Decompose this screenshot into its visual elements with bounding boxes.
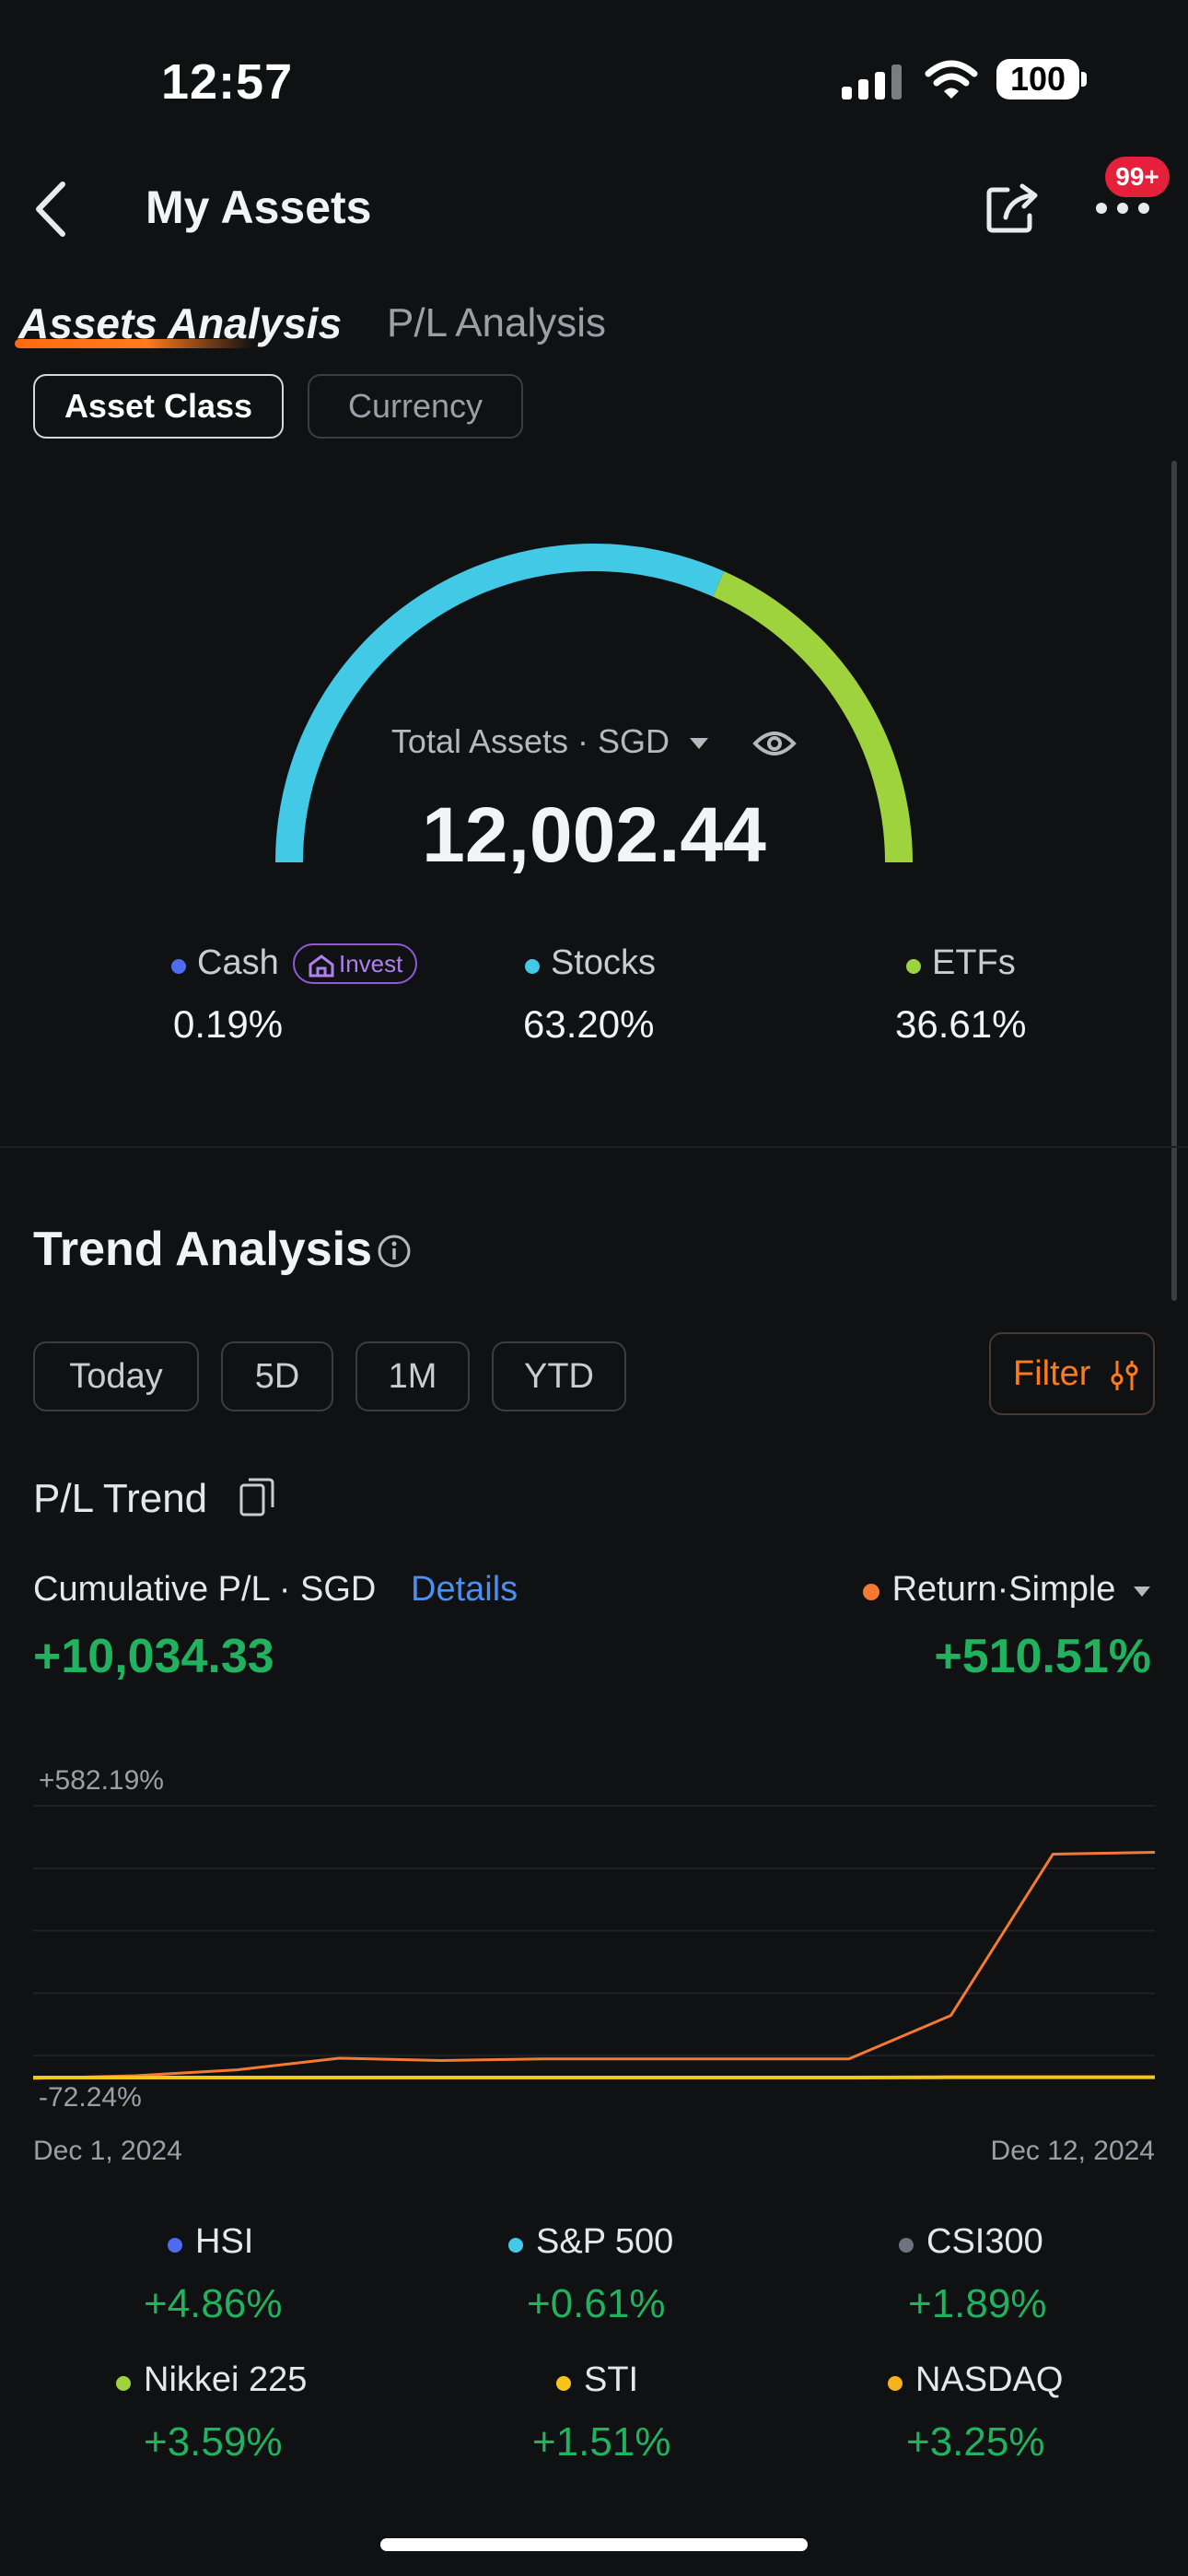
battery-tip [1081, 72, 1087, 87]
return-dot [862, 1584, 879, 1600]
cellular-signal-icon [842, 64, 902, 100]
battery-icon: 100 [996, 59, 1079, 100]
hsi-value: +4.86% [144, 2281, 283, 2326]
etfs-dot [906, 959, 921, 974]
nikkei-value: +3.59% [144, 2419, 283, 2465]
benchmark-hsi: HSI [168, 2222, 253, 2262]
period-1m[interactable]: 1M [355, 1341, 470, 1411]
series-line-return-simple [32, 1850, 1156, 2080]
home-indicator[interactable] [380, 2538, 808, 2551]
gauge-segment-etfs [713, 571, 913, 863]
gauge-segment-stocks [275, 544, 725, 863]
trend-analysis-title: Trend Analysis [33, 1223, 372, 1276]
cumulative-pl-value: +10,034.33 [33, 1630, 274, 1683]
hsi-dot [168, 2238, 182, 2253]
sti-value: +1.51% [532, 2419, 671, 2465]
nasdaq-label: NASDAQ [915, 2360, 1064, 2399]
segment-currency[interactable]: Currency [308, 374, 523, 439]
etfs-percent: 36.61% [895, 1002, 1027, 1046]
section-divider [0, 1146, 1188, 1148]
x-tick-end: Dec 12, 2024 [990, 2136, 1155, 2166]
wifi-icon [925, 60, 978, 99]
page-title: My Assets [146, 181, 372, 233]
invest-icon [309, 954, 334, 978]
nikkei-label: Nikkei 225 [144, 2360, 308, 2399]
stocks-label: Stocks [551, 943, 657, 982]
nasdaq-dot [888, 2376, 903, 2391]
invest-chip[interactable]: Invest [293, 943, 418, 984]
sti-label: STI [584, 2360, 639, 2399]
tab-assets-analysis[interactable]: Assets Analysis [18, 299, 343, 347]
cash-dot [171, 959, 186, 974]
legend-etfs: ETFs [906, 943, 1016, 983]
scrollbar[interactable] [1171, 461, 1177, 1301]
benchmark-csi300: CSI300 [899, 2222, 1043, 2262]
nikkei-dot [116, 2376, 131, 2391]
caret-down-icon[interactable] [688, 736, 710, 751]
sliders-icon [1111, 1360, 1138, 1390]
return-value: +510.51% [934, 1630, 1151, 1683]
csi300-value: +1.89% [908, 2281, 1047, 2326]
benchmark-nasdaq: NASDAQ [888, 2360, 1063, 2400]
period-today[interactable]: Today [33, 1341, 199, 1411]
benchmark-sti: STI [556, 2360, 638, 2400]
segment-asset-class[interactable]: Asset Class [33, 374, 284, 439]
etfs-label: ETFs [932, 943, 1016, 982]
csi300-label: CSI300 [926, 2222, 1043, 2261]
cash-percent: 0.19% [173, 1002, 284, 1046]
sp500-value: +0.61% [527, 2281, 666, 2326]
sti-dot [556, 2376, 571, 2391]
pl-trend-chart [32, 1805, 1156, 2080]
details-link[interactable]: Details [411, 1570, 518, 1609]
total-assets-value: 12,002.44 [422, 791, 766, 878]
y-tick-max: +582.19% [39, 1765, 164, 1796]
invest-chip-label: Invest [339, 950, 403, 978]
notification-badge: 99+ [1105, 157, 1170, 197]
benchmark-sp500: S&P 500 [508, 2222, 673, 2262]
more-options-icon[interactable] [1094, 201, 1151, 216]
allocation-gauge [275, 544, 913, 863]
cumulative-pl-label: Cumulative P/L · SGD [33, 1570, 377, 1609]
filter-label: Filter [1013, 1354, 1091, 1393]
info-icon[interactable] [376, 1233, 413, 1270]
x-tick-start: Dec 1, 2024 [33, 2136, 182, 2166]
back-icon[interactable] [31, 181, 68, 238]
stocks-percent: 63.20% [523, 1002, 655, 1046]
legend-cash: Cash [171, 943, 279, 983]
sp500-dot [508, 2238, 523, 2253]
hsi-label: HSI [195, 2222, 254, 2261]
benchmark-nikkei: Nikkei 225 [116, 2360, 307, 2400]
stocks-dot [525, 959, 540, 974]
caret-down-icon [1134, 1586, 1150, 1597]
period-ytd[interactable]: YTD [492, 1341, 626, 1411]
csi300-dot [899, 2238, 914, 2253]
return-label: Return·Simple [891, 1570, 1116, 1609]
eye-icon[interactable] [752, 729, 797, 758]
total-assets-label: Total Assets · SGD [0, 722, 1188, 761]
cash-label: Cash [197, 943, 279, 982]
active-tab-indicator [15, 339, 254, 348]
nasdaq-value: +3.25% [906, 2419, 1045, 2465]
y-tick-min: -72.24% [39, 2082, 142, 2113]
sp500-label: S&P 500 [536, 2222, 674, 2261]
filter-button[interactable]: Filter [989, 1332, 1155, 1415]
copy-icon[interactable] [238, 1474, 276, 1520]
tab-pl-analysis[interactable]: P/L Analysis [387, 300, 607, 345]
legend-stocks: Stocks [525, 943, 656, 983]
pl-trend-label: P/L Trend [33, 1476, 208, 1521]
total-assets-label-text: Total Assets · SGD [390, 722, 670, 760]
period-5d[interactable]: 5D [221, 1341, 333, 1411]
status-time: 12:57 [161, 54, 294, 110]
return-selector[interactable]: Return·Simple [862, 1570, 1151, 1610]
share-icon[interactable] [984, 179, 1041, 236]
